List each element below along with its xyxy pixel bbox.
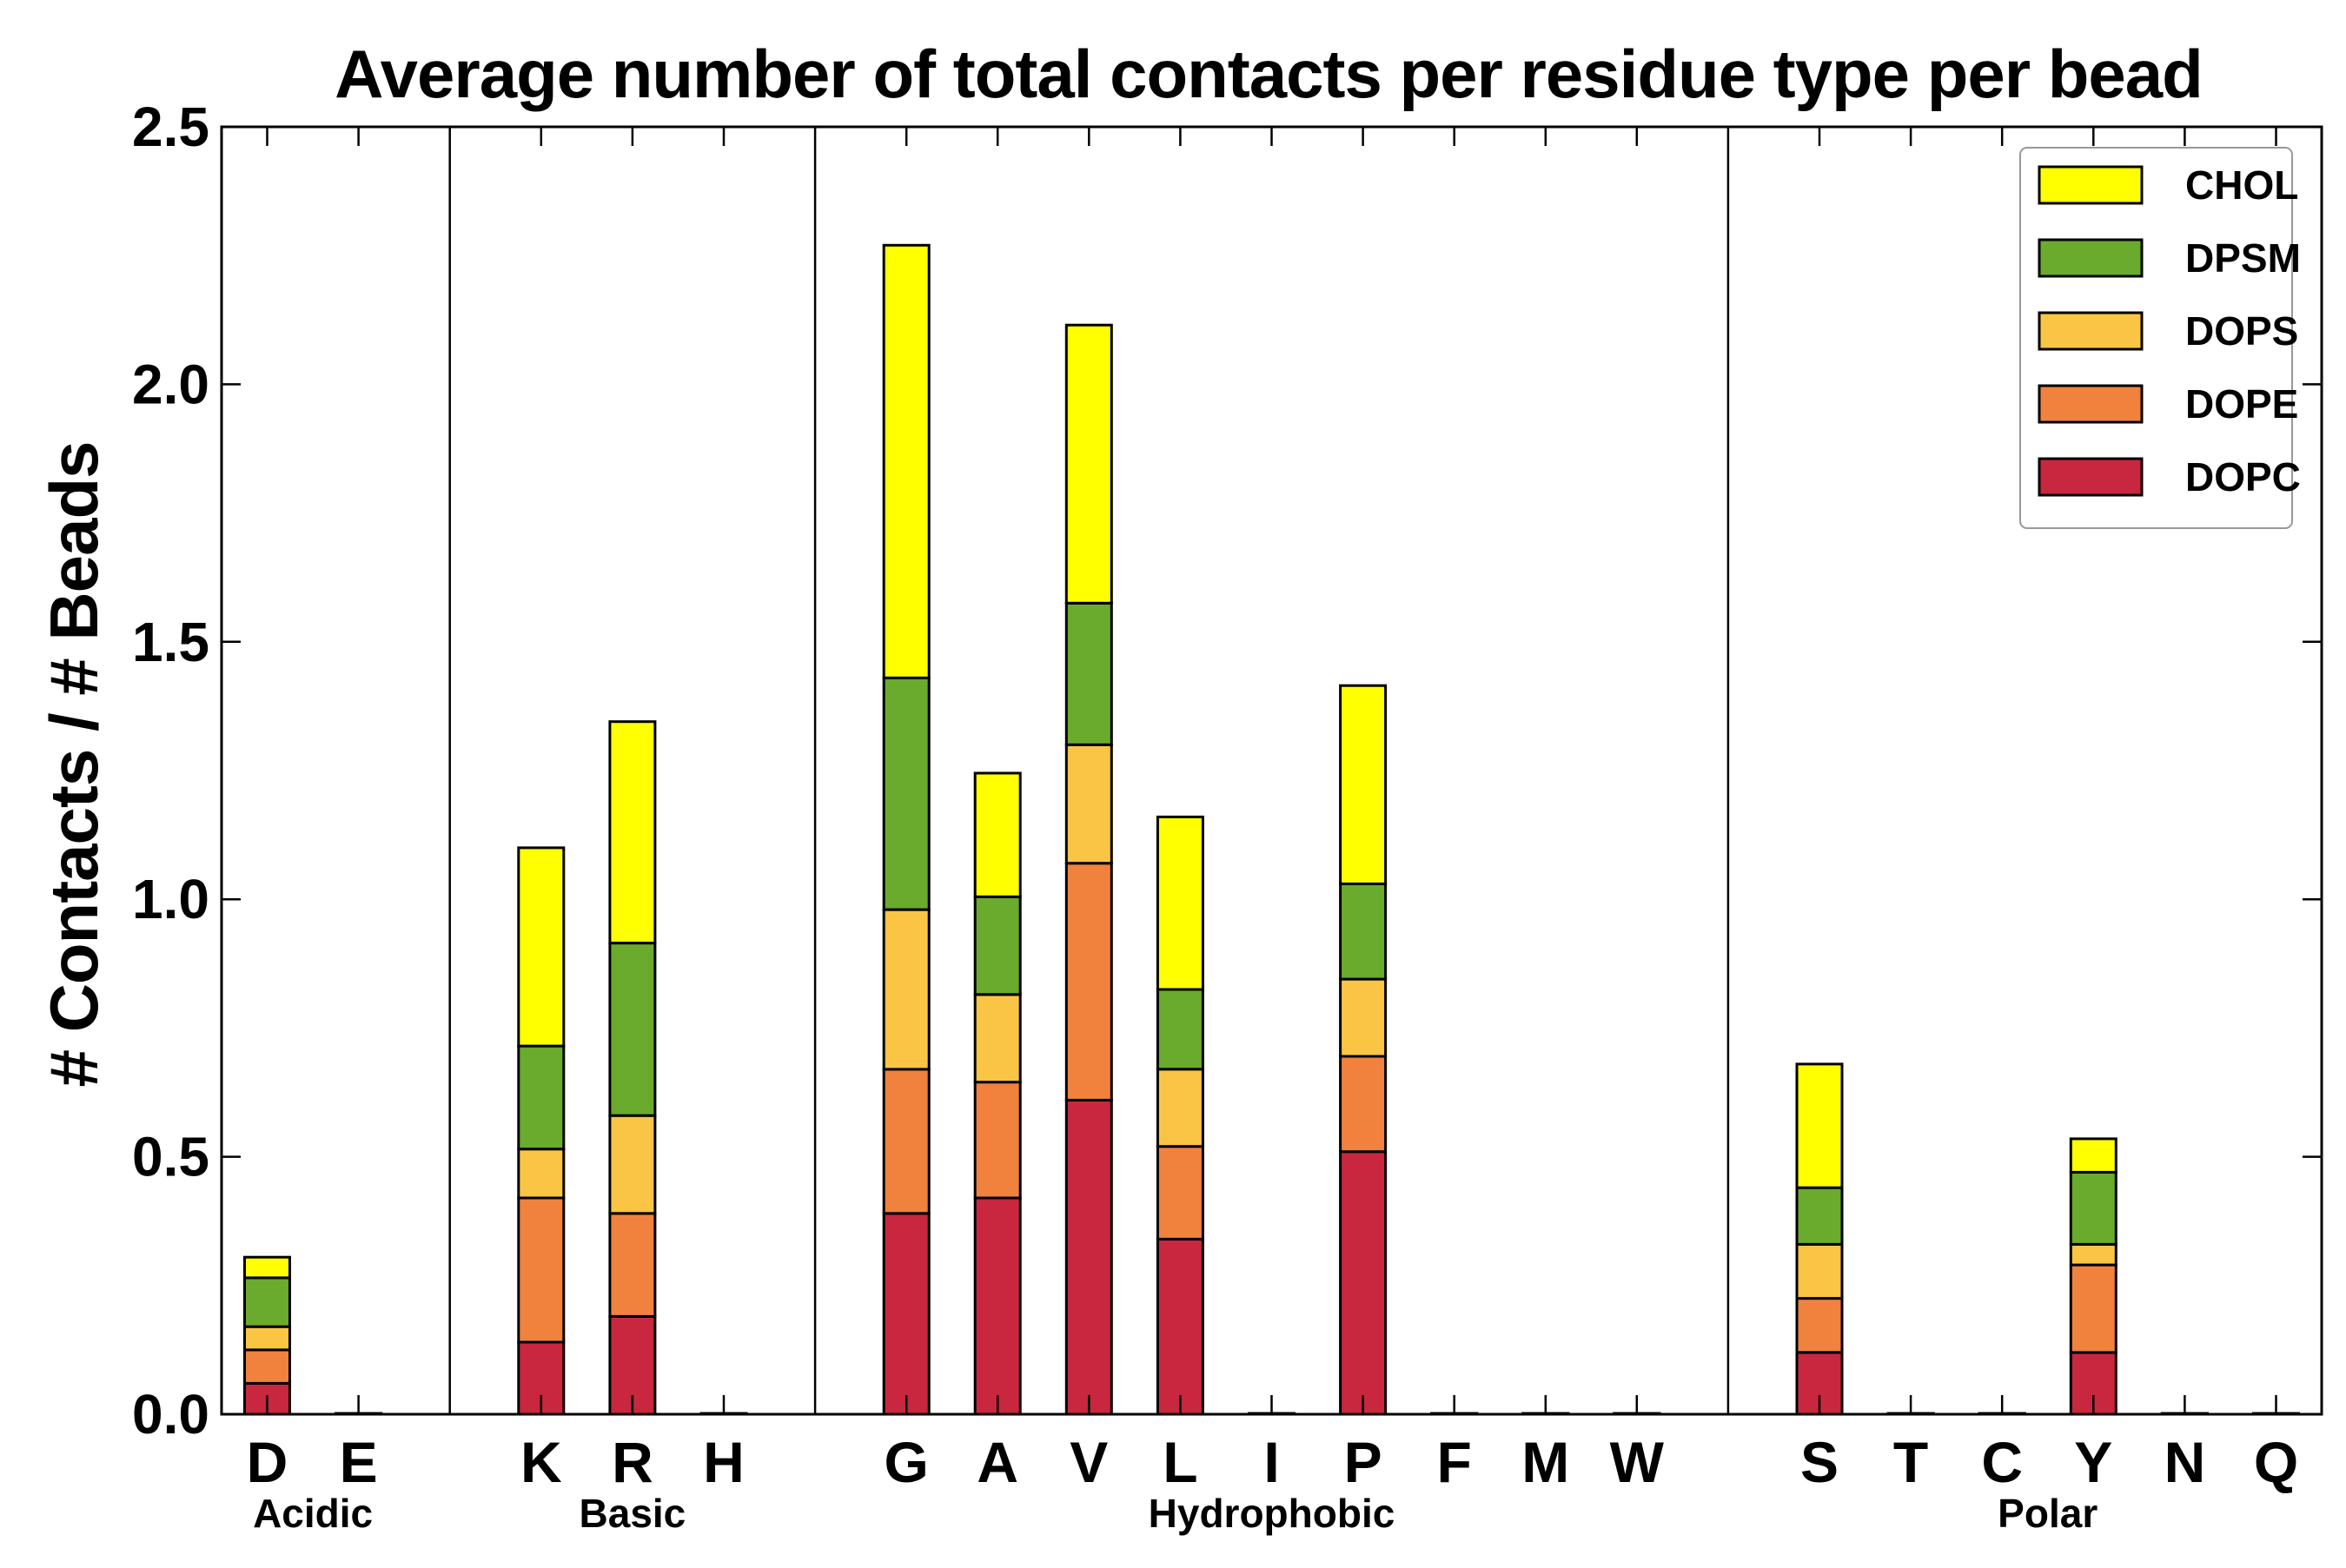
y-tick-label: 0.0 [132,1383,209,1446]
x-tick-label-k: K [520,1430,562,1494]
bar-dopc-l [1156,1237,1204,1416]
bar-dpsm-k [517,1044,566,1151]
bar-chol-r [608,720,657,945]
legend-swatch-dope [2038,384,2144,424]
y-tick-label: 2.0 [132,353,209,415]
y-tick-label: 1.5 [132,611,209,673]
x-tick-label-i: I [1263,1430,1279,1494]
bar-chol-d [243,1255,291,1280]
y-tick-label: 0.5 [132,1126,209,1188]
bar-dope-r [608,1212,657,1318]
bar-dops-v [1064,743,1113,865]
bar-dops-d [243,1325,291,1352]
x-tick-label-p: P [1344,1430,1382,1494]
legend-label-chol: CHOL [2185,162,2298,208]
group-label-acidic: Acidic [253,1491,373,1536]
x-tick-label-l: L [1163,1430,1197,1494]
bar-dope-v [1064,862,1113,1102]
chart-title: Average number of total contacts per res… [335,36,2203,112]
bar-dopc-v [1064,1098,1113,1416]
bar-dpsm-d [243,1276,291,1328]
bar-dops-y [2069,1242,2117,1267]
legend-label-dpsm: DPSM [2185,235,2301,281]
bar-chol-p [1339,684,1388,885]
bar-dops-g [882,908,931,1071]
bars-layer [243,243,2300,1416]
bar-chol-k [517,846,566,1048]
x-tick-label-w: W [1610,1430,1665,1494]
bar-dope-k [517,1196,566,1344]
x-tick-label-f: F [1437,1430,1472,1494]
bar-dpsm-y [2069,1170,2117,1246]
bar-dope-g [882,1068,931,1215]
x-tick-label-q: Q [2254,1430,2298,1494]
bar-dope-p [1339,1055,1388,1154]
x-tick-label-r: R [612,1430,653,1494]
legend: CHOL DPSM DOPS DOPE DOPC [2019,147,2301,529]
x-tick-label-c: C [1981,1430,2023,1494]
y-axis-label: # Contacts / # Beads [36,442,112,1088]
x-tick-label-d: D [247,1430,288,1494]
x-tick-label-n: N [2164,1430,2206,1494]
legend-swatch-dpsm [2038,238,2144,278]
bar-dpsm-a [973,895,1022,996]
plot-frame [220,125,2323,1416]
x-tick-label-t: T [1893,1430,1928,1494]
bar-chol-v [1064,323,1113,605]
x-tick-label-m: M [1521,1430,1569,1494]
bar-dope-y [2069,1263,2117,1354]
group-separators [448,127,1730,1414]
legend-label-dops: DOPS [2185,308,2298,354]
bar-chol-a [973,771,1022,898]
y-tick-label: 2.5 [132,96,209,158]
bar-chol-y [2069,1137,2117,1174]
bar-chol-s [1795,1062,1844,1189]
bar-dops-r [608,1114,657,1215]
bar-dope-a [973,1081,1022,1200]
x-tick-label-y: Y [2074,1430,2112,1494]
bar-dops-p [1339,977,1388,1058]
bar-dops-k [517,1148,566,1200]
x-tick-label-v: V [1070,1430,1108,1494]
legend-swatch-dops [2038,311,2144,351]
bar-dope-s [1795,1297,1844,1354]
bar-dops-l [1156,1068,1204,1148]
x-tick-label-e: E [340,1430,378,1494]
bar-dopc-p [1339,1150,1388,1416]
group-label-polar: Polar [1998,1491,2097,1536]
bar-chol-l [1156,815,1204,991]
x-tick-label-s: S [1800,1430,1839,1494]
bar-chol-g [882,243,931,679]
x-tick-label-g: G [885,1430,929,1494]
bar-dpsm-l [1156,988,1204,1071]
bar-dpsm-p [1339,882,1388,981]
y-tick-labels: 0.0 0.5 1.0 1.5 2.0 2.5 [132,96,209,1446]
bar-dops-a [973,993,1022,1084]
y-tick-label: 1.0 [132,868,209,930]
bar-dpsm-s [1795,1186,1844,1246]
bar-dops-s [1795,1242,1844,1300]
legend-swatch-chol [2038,165,2144,205]
legend-label-dope: DOPE [2185,381,2298,427]
x-tick-label-h: H [703,1430,745,1494]
bar-dpsm-g [882,676,931,911]
legend-label-dopc: DOPC [2185,454,2301,500]
bar-dopc-a [973,1196,1022,1416]
group-label-hydrophobic: Hydrophobic [1149,1491,1395,1536]
bar-dpsm-r [608,942,657,1117]
bar-dope-d [243,1348,291,1385]
bar-dope-l [1156,1145,1204,1241]
bar-dpsm-v [1064,601,1113,746]
group-labels: Acidic Basic Hydrophobic Polar [253,1491,2097,1536]
legend-swatch-dopc [2038,457,2144,497]
group-label-basic: Basic [580,1491,686,1536]
bar-dopc-g [882,1212,931,1416]
x-tick-label-a: A [977,1430,1018,1494]
